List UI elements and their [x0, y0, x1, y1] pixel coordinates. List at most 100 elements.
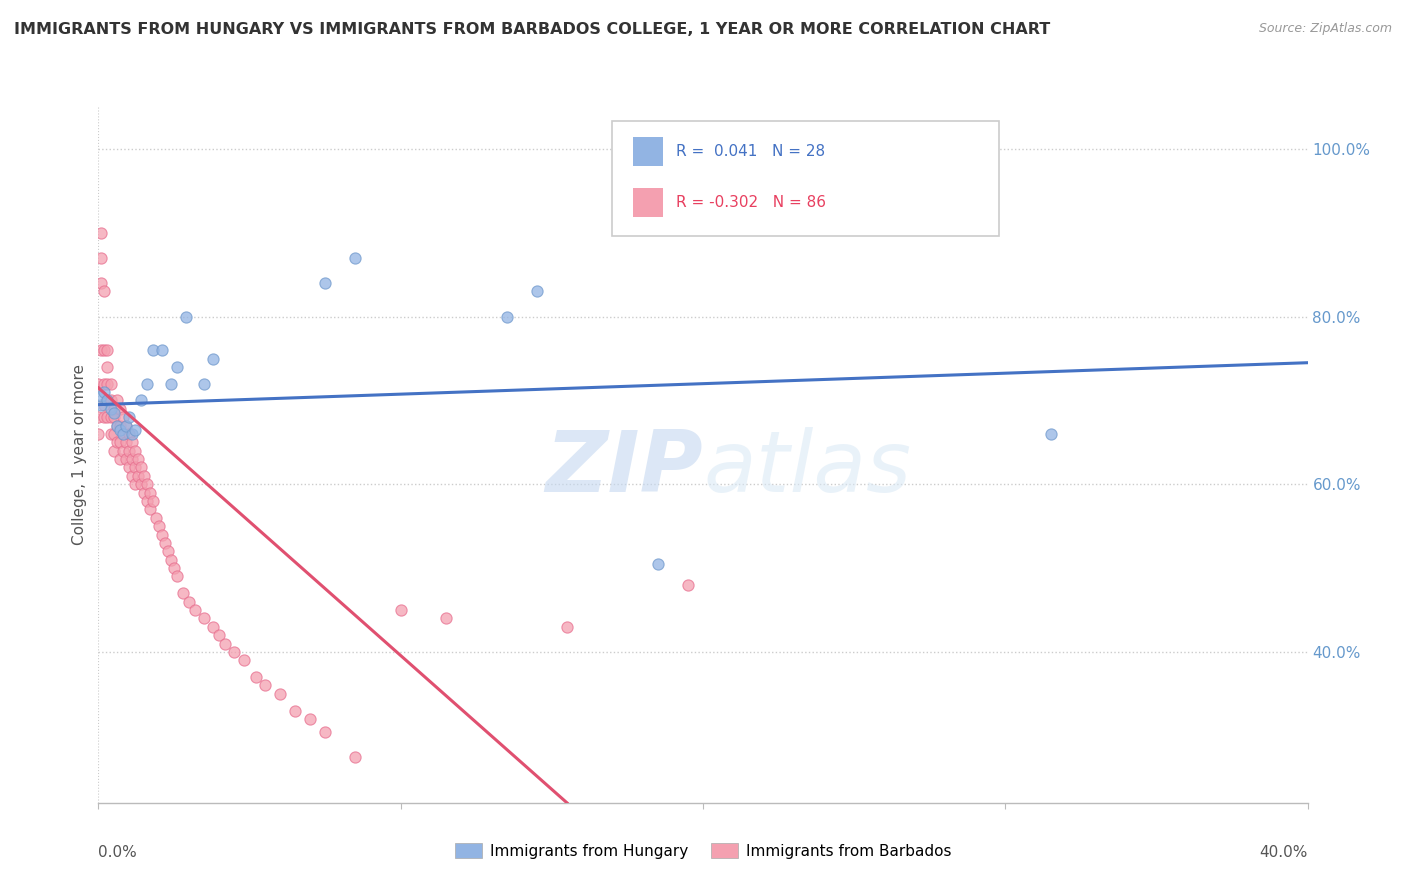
Point — [111, 410, 134, 425]
Point — [163, 561, 186, 575]
Point — [184, 603, 207, 617]
Point — [108, 452, 131, 467]
Point — [129, 460, 152, 475]
Bar — [633, 137, 664, 166]
Point — [208, 628, 231, 642]
Point — [166, 569, 188, 583]
Point — [118, 410, 141, 425]
Point — [100, 410, 122, 425]
Point — [100, 376, 122, 391]
Point — [93, 398, 115, 412]
Point — [202, 620, 225, 634]
Point — [555, 620, 578, 634]
Text: R =  0.041   N = 28: R = 0.041 N = 28 — [676, 145, 825, 159]
Point — [150, 527, 173, 541]
Point — [202, 351, 225, 366]
Point — [87, 427, 110, 442]
Point — [139, 485, 162, 500]
Point — [647, 557, 669, 571]
Point — [224, 645, 246, 659]
Point — [232, 653, 254, 667]
Point — [124, 460, 146, 475]
Point — [129, 393, 152, 408]
Point — [124, 477, 146, 491]
Point — [105, 418, 128, 433]
Point — [105, 418, 128, 433]
Text: Source: ZipAtlas.com: Source: ZipAtlas.com — [1258, 22, 1392, 36]
Point — [108, 435, 131, 450]
Point — [96, 393, 118, 408]
Point — [132, 468, 155, 483]
Point — [90, 398, 112, 412]
Point — [193, 376, 215, 391]
Point — [214, 636, 236, 650]
Text: atlas: atlas — [703, 427, 911, 510]
Point — [193, 611, 215, 625]
Point — [93, 285, 115, 299]
Point — [93, 385, 115, 400]
Point — [105, 393, 128, 408]
Point — [344, 251, 367, 265]
Point — [103, 443, 125, 458]
Point — [526, 285, 548, 299]
Point — [87, 410, 110, 425]
Point — [314, 724, 336, 739]
FancyBboxPatch shape — [613, 121, 1000, 235]
Point — [108, 418, 131, 433]
Point — [160, 376, 183, 391]
Point — [118, 443, 141, 458]
Point — [299, 712, 322, 726]
Point — [135, 376, 157, 391]
Text: 40.0%: 40.0% — [1260, 845, 1308, 860]
Point — [103, 410, 125, 425]
Point — [1039, 427, 1062, 442]
Point — [103, 406, 125, 420]
Point — [87, 376, 110, 391]
Point — [124, 423, 146, 437]
Point — [105, 435, 128, 450]
Point — [114, 452, 136, 467]
Point — [495, 310, 517, 324]
Point — [90, 276, 112, 290]
Point — [114, 418, 136, 433]
Point — [174, 310, 197, 324]
Point — [160, 552, 183, 566]
Point — [114, 435, 136, 450]
Point — [676, 578, 699, 592]
Point — [111, 427, 134, 442]
Point — [90, 226, 112, 240]
Text: R = -0.302   N = 86: R = -0.302 N = 86 — [676, 194, 827, 210]
Point — [93, 343, 115, 358]
Point — [389, 603, 412, 617]
Text: ZIP: ZIP — [546, 427, 703, 510]
Point — [93, 376, 115, 391]
Point — [245, 670, 267, 684]
Y-axis label: College, 1 year or more: College, 1 year or more — [72, 365, 87, 545]
Point — [148, 519, 170, 533]
Point — [156, 544, 179, 558]
Point — [121, 452, 143, 467]
Point — [103, 401, 125, 416]
Point — [145, 510, 167, 524]
Point — [142, 494, 165, 508]
Point — [127, 468, 149, 483]
Point — [96, 343, 118, 358]
Point — [142, 343, 165, 358]
Point — [118, 427, 141, 442]
Legend: Immigrants from Hungary, Immigrants from Barbados: Immigrants from Hungary, Immigrants from… — [449, 837, 957, 864]
Point — [179, 594, 201, 608]
Bar — [633, 188, 664, 217]
Point — [96, 359, 118, 374]
Text: 0.0%: 0.0% — [98, 845, 138, 860]
Point — [344, 749, 367, 764]
Point — [166, 359, 188, 374]
Point — [93, 410, 115, 425]
Point — [121, 468, 143, 483]
Point — [153, 536, 176, 550]
Point — [111, 443, 134, 458]
Point — [108, 401, 131, 416]
Point — [100, 427, 122, 442]
Point — [150, 343, 173, 358]
Point — [284, 704, 307, 718]
Point — [108, 423, 131, 437]
